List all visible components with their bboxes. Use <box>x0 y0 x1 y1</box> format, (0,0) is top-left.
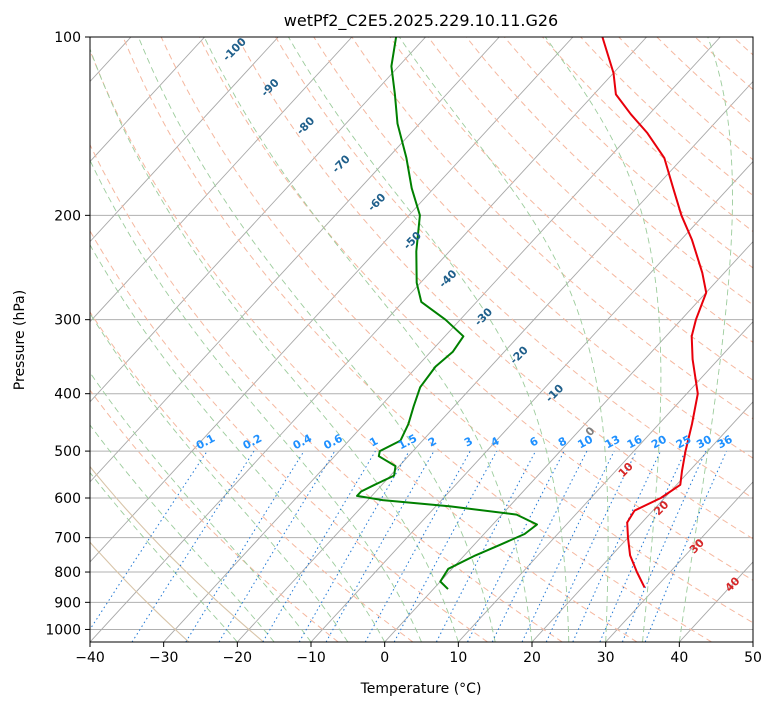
dry-adiabat <box>389 37 753 381</box>
dry-adiabat <box>90 389 339 642</box>
mixing-ratio-line <box>90 450 208 631</box>
x-tick-label: 0 <box>380 650 389 666</box>
mixing-ratio-label: 36 <box>715 433 735 452</box>
moist-adiabat <box>288 37 570 642</box>
y-tick-label: 200 <box>54 208 81 224</box>
moist-adiabat <box>90 471 238 642</box>
dry-adiabat <box>90 143 563 642</box>
moist-adiabat <box>137 37 496 642</box>
mixing-ratio-line <box>599 450 686 642</box>
isotherm-line <box>605 481 753 642</box>
dry-adiabat <box>122 37 712 642</box>
y-tick-label: 600 <box>54 491 81 507</box>
moist-adiabat <box>544 37 662 642</box>
isotherm-line <box>90 37 279 243</box>
x-tick-label: −40 <box>75 650 105 666</box>
dry-adiabat <box>465 37 753 306</box>
dry-adiabat <box>90 465 264 642</box>
dry-adiabat <box>313 37 753 459</box>
moist-adiabat <box>90 424 275 642</box>
moist-adiabat <box>203 37 533 642</box>
dewpoint-profile-line <box>356 37 538 590</box>
y-tick-label: 100 <box>54 30 81 46</box>
mixing-ratio-label: 10 <box>575 433 595 452</box>
temperature-profile-line <box>601 37 708 589</box>
x-tick-label: −20 <box>223 650 253 666</box>
x-tick-label: 10 <box>449 650 467 666</box>
mixing-ratio-line <box>572 450 662 642</box>
mixing-ratio-line <box>262 450 376 642</box>
x-tick-label: −10 <box>296 650 326 666</box>
mixing-ratio-line <box>545 450 637 642</box>
dry-adiabat <box>90 311 414 642</box>
dry-adiabat <box>275 37 753 499</box>
isotherm-line <box>458 321 753 642</box>
moist-adiabat <box>90 47 459 642</box>
isotherm-line <box>90 37 353 323</box>
mixing-ratio-label: 13 <box>603 433 623 452</box>
isotherm-line <box>237 80 753 642</box>
y-tick-label: 400 <box>54 387 81 403</box>
x-tick-label: 20 <box>523 650 541 666</box>
mixing-ratio-label: 25 <box>674 433 694 452</box>
x-axis-label: Temperature (°C) <box>360 681 482 697</box>
dry-adiabat <box>351 37 753 420</box>
y-tick-label: 800 <box>54 565 81 581</box>
isotherm-line <box>90 37 647 642</box>
dry-adiabat <box>90 229 488 642</box>
plot-frame <box>89 36 754 643</box>
isotherm-line <box>531 401 753 642</box>
mixing-ratio-line <box>364 450 471 642</box>
dry-adiabat <box>160 37 753 624</box>
mixing-ratio-line <box>521 450 615 642</box>
y-tick-label: 1000 <box>45 622 81 638</box>
y-tick-label: 700 <box>54 531 81 547</box>
mixing-ratio-label: 20 <box>649 433 669 452</box>
moist-adiabat <box>90 371 312 642</box>
dry-adiabat <box>198 37 753 581</box>
dry-adiabat <box>504 37 753 269</box>
mixing-ratio-line <box>325 450 435 642</box>
mixing-ratio-line <box>393 450 498 642</box>
x-tick-label: −30 <box>149 650 179 666</box>
mixing-ratio-line <box>131 450 255 642</box>
mixing-ratio-line <box>218 450 336 642</box>
isotherm-line <box>90 37 426 403</box>
isotherm-line <box>90 37 500 483</box>
mixing-ratio-label: 30 <box>694 433 714 452</box>
isotherm-line <box>163 37 721 642</box>
axes: −40 −30 −20 −10 0 10 20 30 40 50 100 200 300 400 500 60… <box>45 30 762 666</box>
chart-title: wetPf2_C2E5.2025.229.10.11.G26 <box>284 11 558 31</box>
profile-lines <box>356 37 708 590</box>
dry-adiabat <box>90 49 638 642</box>
isotherm-line <box>90 37 574 563</box>
y-axis-label: Pressure (hPa) <box>12 290 28 390</box>
background-lines <box>90 37 753 642</box>
moist-adiabat <box>398 37 609 642</box>
x-tick-label: 30 <box>597 650 615 666</box>
mixing-ratio-line <box>621 450 707 642</box>
y-tick-label: 300 <box>54 313 81 329</box>
moist-adiabat <box>678 37 733 642</box>
isotherm-line <box>90 37 205 163</box>
moist-adiabat <box>90 243 386 642</box>
mixing-ratio-line <box>185 450 305 642</box>
moist-adiabat <box>90 159 422 642</box>
isotherm-line <box>384 240 753 642</box>
x-tick-label: 40 <box>670 650 688 666</box>
mixing-ratio-label: 16 <box>625 433 645 452</box>
x-tick-label: 50 <box>744 650 762 666</box>
dry-adiabat <box>542 37 753 233</box>
y-tick-label: 500 <box>54 444 81 460</box>
mixing-ratio-line <box>298 450 410 642</box>
y-tick-label: 900 <box>54 595 81 611</box>
